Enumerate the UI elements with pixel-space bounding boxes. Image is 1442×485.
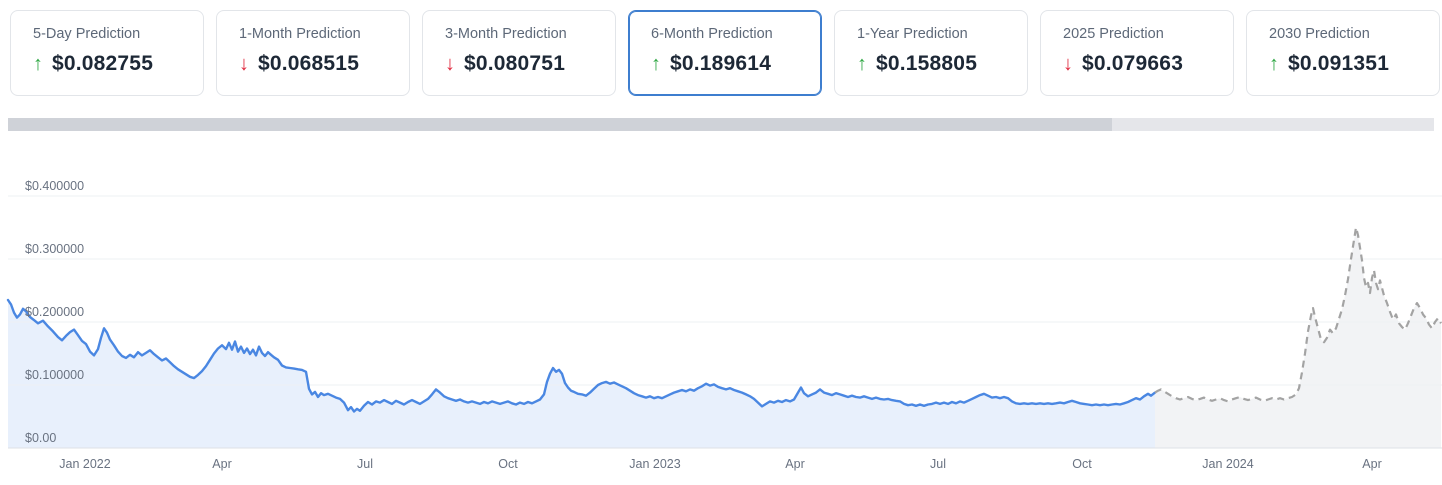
- arrow-up-icon: ↑: [33, 53, 43, 75]
- prediction-card-2030[interactable]: 2030 Prediction ↑ $0.091351: [1246, 10, 1440, 96]
- y-axis-label: $0.400000: [25, 179, 85, 193]
- y-axis-label: $0.200000: [25, 305, 85, 319]
- prediction-card-label: 6-Month Prediction: [651, 26, 773, 42]
- horizontal-scrollbar-track[interactable]: [8, 118, 1434, 131]
- x-axis-label: Jan 2024: [1202, 457, 1254, 471]
- y-axis-label: $0.100000: [25, 368, 85, 382]
- predicted-price-line: [1154, 226, 1442, 403]
- prediction-card-5-day[interactable]: 5-Day Prediction ↑ $0.082755: [10, 10, 204, 96]
- prediction-card-value: $0.158805: [876, 52, 978, 75]
- predicted-area-fill: [1155, 227, 1441, 448]
- x-axis-label: Jan 2023: [629, 457, 681, 471]
- prediction-card-label: 5-Day Prediction: [33, 26, 141, 42]
- prediction-card-value: $0.189614: [670, 52, 772, 75]
- arrow-down-icon: ↓: [1063, 53, 1073, 75]
- prediction-card-label: 2025 Prediction: [1063, 26, 1164, 42]
- x-axis-label: Jul: [930, 457, 946, 471]
- prediction-card-1-month[interactable]: 1-Month Prediction ↓ $0.068515: [216, 10, 410, 96]
- x-axis-label: Apr: [212, 457, 232, 471]
- arrow-down-icon: ↓: [445, 53, 455, 75]
- prediction-card-label: 3-Month Prediction: [445, 26, 567, 42]
- prediction-card-1-year[interactable]: 1-Year Prediction ↑ $0.158805: [834, 10, 1028, 96]
- prediction-card-value: $0.082755: [52, 52, 154, 75]
- x-axis-label: Apr: [785, 457, 805, 471]
- prediction-card-value: $0.068515: [258, 52, 360, 75]
- price-chart[interactable]: [0, 160, 1442, 460]
- prediction-card-value: $0.091351: [1288, 52, 1390, 75]
- x-axis-label: Oct: [498, 457, 518, 471]
- y-axis-label: $0.00: [25, 431, 57, 445]
- x-axis-label: Jan 2022: [59, 457, 111, 471]
- prediction-card-value: $0.079663: [1082, 52, 1184, 75]
- x-axis-label: Jul: [357, 457, 373, 471]
- x-axis-label: Oct: [1072, 457, 1092, 471]
- historical-price-line: [6, 298, 1157, 413]
- prediction-card-6-month[interactable]: 6-Month Prediction ↑ $0.189614: [628, 10, 822, 96]
- prediction-card-value: $0.080751: [464, 52, 566, 75]
- arrow-up-icon: ↑: [1269, 53, 1279, 75]
- prediction-cards-row: 5-Day Prediction ↑ $0.082755 1-Month Pre…: [10, 10, 1440, 96]
- prediction-card-2025[interactable]: 2025 Prediction ↓ $0.079663: [1040, 10, 1234, 96]
- prediction-card-label: 1-Year Prediction: [857, 26, 968, 42]
- prediction-card-label: 1-Month Prediction: [239, 26, 361, 42]
- horizontal-scrollbar-thumb[interactable]: [8, 118, 1112, 131]
- arrow-up-icon: ↑: [651, 53, 661, 75]
- arrow-up-icon: ↑: [857, 53, 867, 75]
- x-axis-label: Apr: [1362, 457, 1382, 471]
- prediction-card-label: 2030 Prediction: [1269, 26, 1370, 42]
- y-axis-label: $0.300000: [25, 242, 85, 256]
- arrow-down-icon: ↓: [239, 53, 249, 75]
- prediction-card-3-month[interactable]: 3-Month Prediction ↓ $0.080751: [422, 10, 616, 96]
- historical-area-fill: [8, 300, 1155, 448]
